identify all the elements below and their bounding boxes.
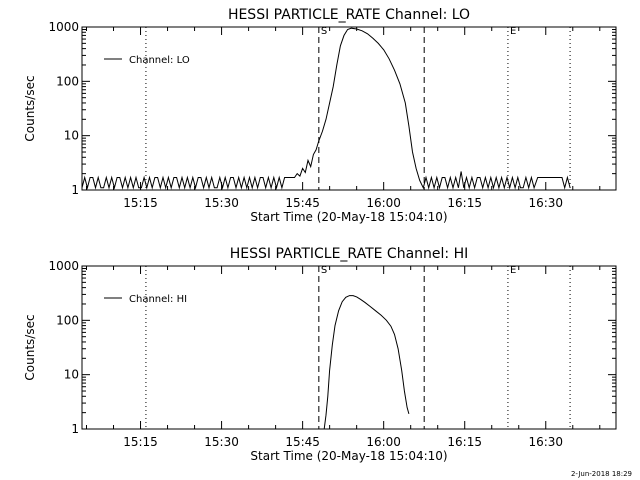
chart-lo-marker-label: E [510, 26, 516, 37]
chart-hi-series-line [323, 295, 410, 430]
chart-hi-frame [81, 265, 617, 430]
chart-lo-xlabel: Start Time (20-May-18 15:04:10) [250, 210, 447, 224]
chart-panel-lo: HESSI PARTICLE_RATE Channel: LO 1 10 100 100… [23, 7, 617, 224]
chart-hi-xtick-label: 16:30 [528, 435, 563, 449]
chart-hi-ytick-label: 10 [64, 368, 79, 382]
chart-lo-ylabel: Counts/sec [23, 75, 37, 141]
chart-lo-frame [81, 26, 617, 191]
chart-hi-legend-label: Channel: HI [129, 294, 187, 305]
chart-hi-ylabel: Counts/sec [23, 314, 37, 380]
chart-lo-series-line [81, 27, 571, 190]
chart-lo-ytick-label: 1000 [48, 20, 79, 34]
chart-hi-ytick-label: 100 [56, 313, 79, 327]
chart-lo-ytick-label: 1 [71, 183, 79, 197]
chart-hi-xlabel: Start Time (20-May-18 15:04:10) [250, 449, 447, 463]
chart-hi-xtick-label: 16:00 [366, 435, 401, 449]
chart-hi-xtick-label: 15:45 [285, 435, 320, 449]
chart-hi-xtick-label: 15:15 [123, 435, 158, 449]
chart-hi-marker-label: S [321, 265, 327, 276]
chart-lo-legend-label: Channel: LO [129, 55, 190, 66]
chart-lo-xtick-label: 15:15 [123, 196, 158, 210]
chart-lo-xtick-label: 16:00 [366, 196, 401, 210]
chart-lo-title: HESSI PARTICLE_RATE Channel: LO [228, 7, 470, 23]
chart-hi-xtick-label: 16:15 [447, 435, 482, 449]
chart-hi-ytick-label: 1 [71, 422, 79, 436]
chart-hi-xtick-label: 15:30 [204, 435, 239, 449]
chart-lo-marker-label: S [321, 26, 327, 37]
chart-hi-marker-label: E [510, 265, 516, 276]
chart-lo-xtick-label: 16:30 [528, 196, 563, 210]
chart-hi-title: HESSI PARTICLE_RATE Channel: HI [230, 246, 468, 262]
timestamp: 2-Jun-2018 18:29 [570, 470, 632, 478]
chart-lo-ytick-label: 100 [56, 74, 79, 88]
chart-lo-ytick-label: 10 [64, 129, 79, 143]
chart-lo-xtick-label: 15:45 [285, 196, 320, 210]
chart-panel-hi: HESSI PARTICLE_RATE Channel: HI 1 10 100 100… [23, 246, 617, 463]
chart-lo-xtick-label: 16:15 [447, 196, 482, 210]
chart-lo-xtick-label: 15:30 [204, 196, 239, 210]
chart-hi-ytick-label: 1000 [48, 259, 79, 273]
